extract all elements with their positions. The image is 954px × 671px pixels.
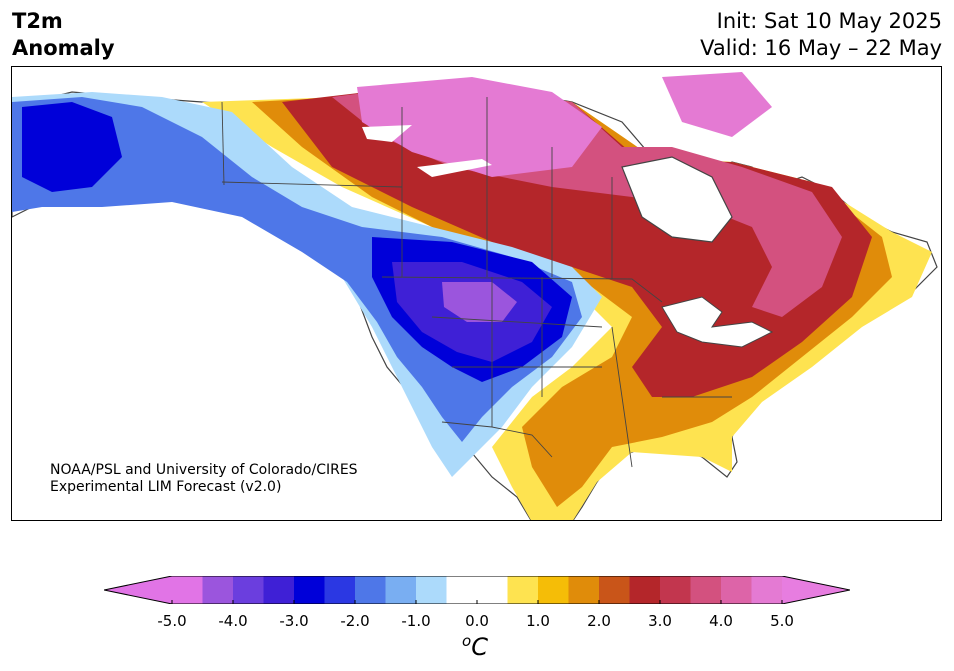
cold-anomaly-layer — [12, 92, 602, 477]
credit-line-1: NOAA/PSL and University of Colorado/CIRE… — [50, 462, 358, 478]
colorbar-tick-label: 0.0 — [465, 612, 489, 630]
colorbar-tick-label: 3.0 — [648, 612, 672, 630]
init-date: Init: Sat 10 May 2025 — [716, 9, 942, 33]
colorbar-segment — [172, 576, 203, 604]
colorbar-tick-label: -5.0 — [157, 612, 187, 630]
colorbar-tick-label: -4.0 — [218, 612, 248, 630]
colorbar-segment — [751, 576, 783, 604]
anomaly-band-minus5 — [442, 282, 517, 322]
colorbar-segment — [507, 576, 539, 604]
colorbar-segment — [294, 576, 325, 604]
colorbar-tick-label: 2.0 — [587, 612, 611, 630]
colorbar-tick-label: 4.0 — [709, 612, 733, 630]
colorbar-under-arrow — [104, 576, 172, 604]
title-line-2: Anomaly — [12, 36, 115, 60]
colorbar-segment — [690, 576, 722, 604]
colorbar-tick-label: 1.0 — [526, 612, 550, 630]
colorbar-segment — [599, 576, 630, 604]
colorbar-over-arrow — [782, 576, 850, 604]
colorbar-segment — [629, 576, 661, 604]
map-title: T2m Anomaly — [12, 8, 115, 62]
colorbar-tick-label: 5.0 — [770, 612, 794, 630]
colorbar — [104, 576, 850, 604]
credit-text: NOAA/PSL and University of Colorado/CIRE… — [50, 462, 358, 496]
us-canada-border — [381, 276, 663, 303]
anomaly-band-minus3 — [22, 102, 122, 192]
anomaly-band-plus5 — [357, 77, 602, 177]
colorbar-segment — [477, 576, 508, 604]
hudson-bay — [621, 156, 733, 243]
colorbar-segment — [385, 576, 417, 604]
colorbar-segment — [263, 576, 295, 604]
credit-line-2: Experimental LIM Forecast (v2.0) — [50, 479, 282, 495]
colorbar-segment — [324, 576, 356, 604]
map-canvas — [12, 67, 941, 520]
unit-label: C — [471, 633, 488, 661]
colorbar-segment — [568, 576, 600, 604]
great-slave-lake — [417, 159, 492, 177]
great-lakes — [661, 296, 774, 348]
colorbar-tick-label: -1.0 — [401, 612, 431, 630]
colorbar-unit: oC — [462, 632, 488, 661]
colorbar-tick-label: -3.0 — [279, 612, 309, 630]
us-mexico-border — [441, 421, 553, 458]
colorbar-segment — [233, 576, 264, 604]
colorbar-segment — [202, 576, 234, 604]
colorbar-segment — [721, 576, 752, 604]
great-bear-lake — [362, 125, 412, 142]
alaska-border — [221, 101, 225, 186]
political-boundaries — [221, 97, 732, 468]
colorbar-segment — [446, 576, 478, 604]
anomaly-band-plus5-east — [662, 72, 772, 137]
anomaly-map: NOAA/PSL and University of Colorado/CIRE… — [11, 66, 942, 521]
colorbar-segment — [660, 576, 691, 604]
colorbar-segment — [355, 576, 386, 604]
forecast-dates: Init: Sat 10 May 2025 Valid: 16 May – 22… — [700, 8, 942, 62]
us-states — [431, 277, 732, 468]
colorbar-segment — [538, 576, 569, 604]
title-line-1: T2m — [12, 9, 63, 33]
colorbar-segment — [416, 576, 447, 604]
valid-range: Valid: 16 May – 22 May — [700, 36, 942, 60]
warm-anomaly-layer — [202, 72, 932, 520]
canada-provinces — [221, 97, 613, 279]
colorbar-tick-label: -2.0 — [340, 612, 370, 630]
unit-superscript: o — [462, 632, 472, 650]
anomaly-band-plus3 — [282, 82, 872, 397]
